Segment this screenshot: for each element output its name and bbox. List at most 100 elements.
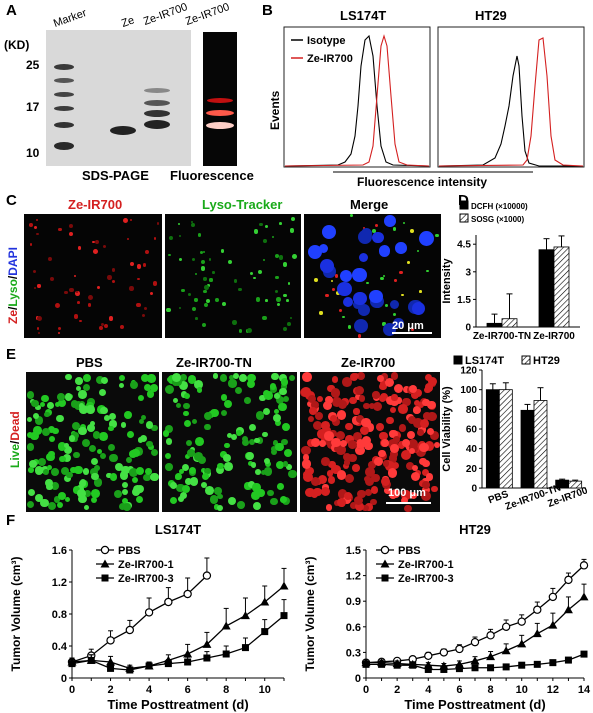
cell-dot [89,467,99,477]
cell-dot [202,250,206,254]
cell-dot [69,231,74,237]
cell-dot [342,462,350,470]
micrograph-merge [304,214,441,338]
cell-dot [378,245,391,257]
cell-dot [386,416,394,425]
marker-band [54,64,74,70]
cell-dot [238,287,242,292]
cell-dot [321,457,331,467]
cell-dot [332,288,336,292]
cell-dot [91,240,95,244]
cell-dot [204,285,209,291]
cell-dot [47,426,55,434]
cell-dot [312,420,323,431]
cell-dot [355,501,365,511]
cell-dot [73,451,81,459]
cell-dot [181,289,185,293]
cell-dot [200,266,206,271]
cell-dot [138,418,144,425]
legend-text: Ze-IR700-1 [118,559,174,571]
cell-dot [119,383,125,389]
data-point [393,661,401,669]
cell-dot [151,424,158,432]
cell-dot [340,440,348,448]
cell-dot [109,473,118,481]
side-label-slash: / [6,306,20,310]
cell-dot [338,309,342,313]
data-point [471,664,479,672]
cell-dot [398,404,408,414]
cell-dot [144,384,152,392]
y-tick-label: 0.9 [346,596,361,608]
legend-ze-text: Ze-IR700 [307,53,353,65]
cell-dot [215,466,224,475]
kd-tick-10: 10 [26,146,40,160]
cell-dot [203,411,213,420]
cell-dot [402,397,411,407]
cell-dot [204,467,212,475]
cell-dot [413,418,423,428]
cell-dot [124,411,133,419]
legend-marker [380,559,390,568]
cell-dot [152,281,157,286]
fluor-band [206,110,234,116]
cell-dot [401,496,409,505]
data-point [164,597,173,607]
panel-a-letter: A [6,2,17,19]
cell-dot [394,279,397,282]
cell-dot [35,493,44,502]
panel-b-title-right: HT29 [475,8,507,23]
cell-dot [285,299,289,302]
cell-dot [121,498,128,505]
cell-dot [146,440,153,448]
cell-dot [93,249,98,255]
cell-dot [252,501,262,511]
cell-dot [69,223,74,228]
y-tick-label: 0.4 [52,641,68,653]
cell-dot [108,443,116,451]
cell-dot [82,468,90,475]
cell-dot [391,462,399,470]
cell-dot [353,408,360,415]
cell-dot [316,395,323,402]
cell-dot [373,456,384,467]
cell-dot [34,416,44,425]
cell-dot [254,437,260,444]
cell-dot [64,445,73,455]
cell-dot [50,482,59,490]
cell-dot [355,415,364,424]
cell-dot [262,431,268,438]
cell-dot [324,431,334,441]
cell-dot [313,488,322,497]
data-point [518,661,526,669]
cell-dot [141,314,146,318]
cell-dot [64,474,72,482]
cell-dot [250,491,260,500]
cell-dot [39,401,45,407]
data-point [579,561,589,570]
data-point [470,656,480,665]
y-tick-label: 0.3 [346,647,361,659]
cell-dot [376,423,384,431]
cell-dot [195,317,198,320]
y-tick-label: 20 [466,464,478,475]
cell-dot [255,411,265,420]
cell-dot [94,239,99,245]
y-tick-label: 0 [61,673,67,685]
data-point [532,629,542,638]
cell-dot [422,469,430,477]
cell-dot [187,375,197,384]
cell-dot [376,374,384,382]
cell-dot [239,373,248,382]
ze-band [110,126,136,135]
cell-dot [202,289,207,294]
cell-dot [373,401,383,411]
cell-dot [99,389,107,397]
cell-dot [364,477,374,487]
cell-dot [354,496,364,506]
panel-c-scale-label: 20 μm [392,320,424,332]
cell-dot [286,463,293,470]
cell-dot [145,421,154,429]
cell-dot [64,443,70,449]
cell-dot [217,462,225,470]
